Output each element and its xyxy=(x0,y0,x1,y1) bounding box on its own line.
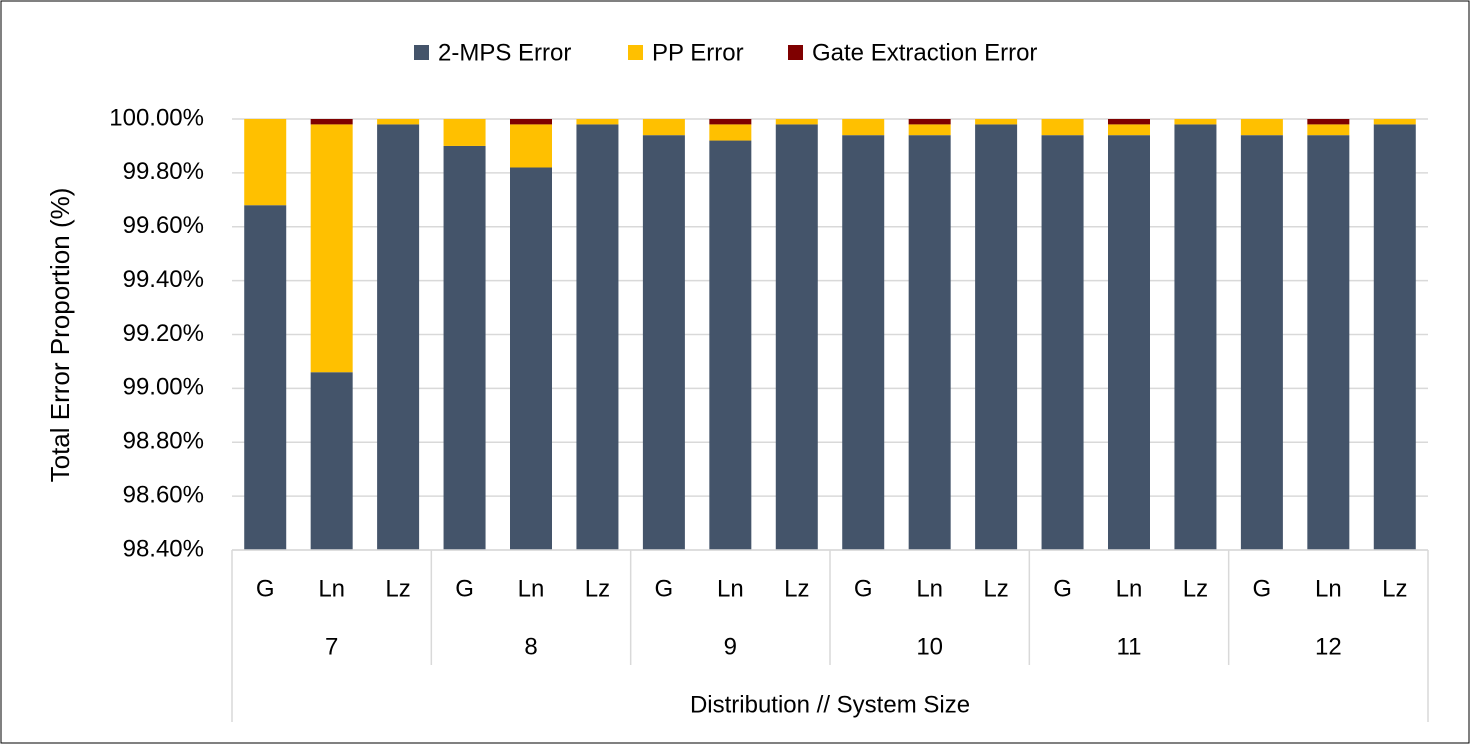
group-label: 9 xyxy=(724,633,737,660)
y-axis-title: Total Error Proportion (%) xyxy=(45,188,75,483)
x-tick-label: Ln xyxy=(1315,575,1342,602)
legend-label: 2-MPS Error xyxy=(438,39,571,66)
x-tick-label: G xyxy=(854,575,873,602)
x-tick-label: Lz xyxy=(784,575,809,602)
y-tick-label: 98.60% xyxy=(123,481,204,508)
group-label: 10 xyxy=(916,633,943,660)
x-tick-label: G xyxy=(256,575,275,602)
bar-segment xyxy=(1108,135,1150,550)
x-tick-label: Lz xyxy=(1382,575,1407,602)
x-tick-label: G xyxy=(455,575,474,602)
x-tick-label: Lz xyxy=(1183,575,1208,602)
bar-segment xyxy=(576,119,619,125)
group-label: 11 xyxy=(1117,633,1142,660)
bar-segment xyxy=(244,205,287,550)
bar-segment xyxy=(1307,124,1350,136)
y-tick-label: 98.40% xyxy=(123,535,204,562)
x-tick-label: Lz xyxy=(385,575,410,602)
bar-segment xyxy=(1307,135,1350,550)
bar-segment xyxy=(1373,124,1416,550)
bar-segment xyxy=(310,124,353,373)
bar-segment xyxy=(310,119,353,125)
bar-segment xyxy=(1240,119,1283,136)
bar-segment xyxy=(1041,135,1084,550)
legend-label: PP Error xyxy=(652,39,744,66)
y-tick-label: 99.20% xyxy=(123,320,204,347)
x-tick-label: G xyxy=(1253,575,1272,602)
y-tick-label: 99.80% xyxy=(123,158,204,185)
x-tick-label: G xyxy=(655,575,674,602)
x-tick-label: Ln xyxy=(717,575,744,602)
y-tick-label: 98.80% xyxy=(123,428,204,455)
y-tick-label: 99.40% xyxy=(123,266,204,293)
legend-swatch xyxy=(628,45,643,60)
bar-segment xyxy=(1174,124,1217,550)
legend-label: Gate Extraction Error xyxy=(812,39,1037,66)
bar-segment xyxy=(642,135,685,550)
x-tick-label: Ln xyxy=(318,575,345,602)
bar-segment xyxy=(975,119,1018,125)
bar-segment xyxy=(377,124,420,550)
bar-segment xyxy=(775,119,818,125)
bar-segment xyxy=(1108,124,1150,136)
x-tick-label: Lz xyxy=(585,575,610,602)
bar-segment xyxy=(576,124,619,550)
x-axis-title: Distribution // System Size xyxy=(690,691,970,718)
bar-segment xyxy=(975,124,1018,550)
legend-swatch xyxy=(414,45,429,60)
bar-segment xyxy=(842,119,885,136)
bar-segment xyxy=(510,167,552,551)
x-tick-label: Ln xyxy=(916,575,943,602)
bar-segment xyxy=(1307,119,1350,125)
y-tick-label: 99.60% xyxy=(123,212,204,239)
group-label: 12 xyxy=(1315,633,1342,660)
legend-swatch xyxy=(788,45,803,60)
group-label: 7 xyxy=(325,633,338,660)
bar-segment xyxy=(377,119,420,125)
bar-segment xyxy=(908,119,951,125)
bar-segment xyxy=(310,372,353,550)
bar-segment xyxy=(1108,119,1150,125)
bar-segment xyxy=(1373,119,1416,125)
y-tick-label: 99.00% xyxy=(123,374,204,401)
bar-segment xyxy=(709,124,752,141)
bar-segment xyxy=(709,140,752,551)
bar-segment xyxy=(244,119,287,206)
x-tick-label: G xyxy=(1053,575,1072,602)
bar-segment xyxy=(908,124,951,136)
bar-segment xyxy=(443,119,486,146)
x-tick-label: Ln xyxy=(518,575,545,602)
bar-segment xyxy=(908,135,951,550)
bar-segment xyxy=(510,119,552,125)
bar-segment xyxy=(709,119,752,125)
bar-segment xyxy=(1041,119,1084,136)
bar-segment xyxy=(1174,119,1217,125)
bar-segment xyxy=(642,119,685,136)
x-tick-label: Lz xyxy=(983,575,1008,602)
y-tick-label: 100.00% xyxy=(109,104,204,131)
bar-segment xyxy=(775,124,818,550)
bar-segment xyxy=(510,124,552,168)
bar-segment xyxy=(842,135,885,550)
group-label: 8 xyxy=(524,633,537,660)
bar-segment xyxy=(443,145,486,550)
x-tick-label: Ln xyxy=(1116,575,1143,602)
bar-segment xyxy=(1240,135,1283,550)
